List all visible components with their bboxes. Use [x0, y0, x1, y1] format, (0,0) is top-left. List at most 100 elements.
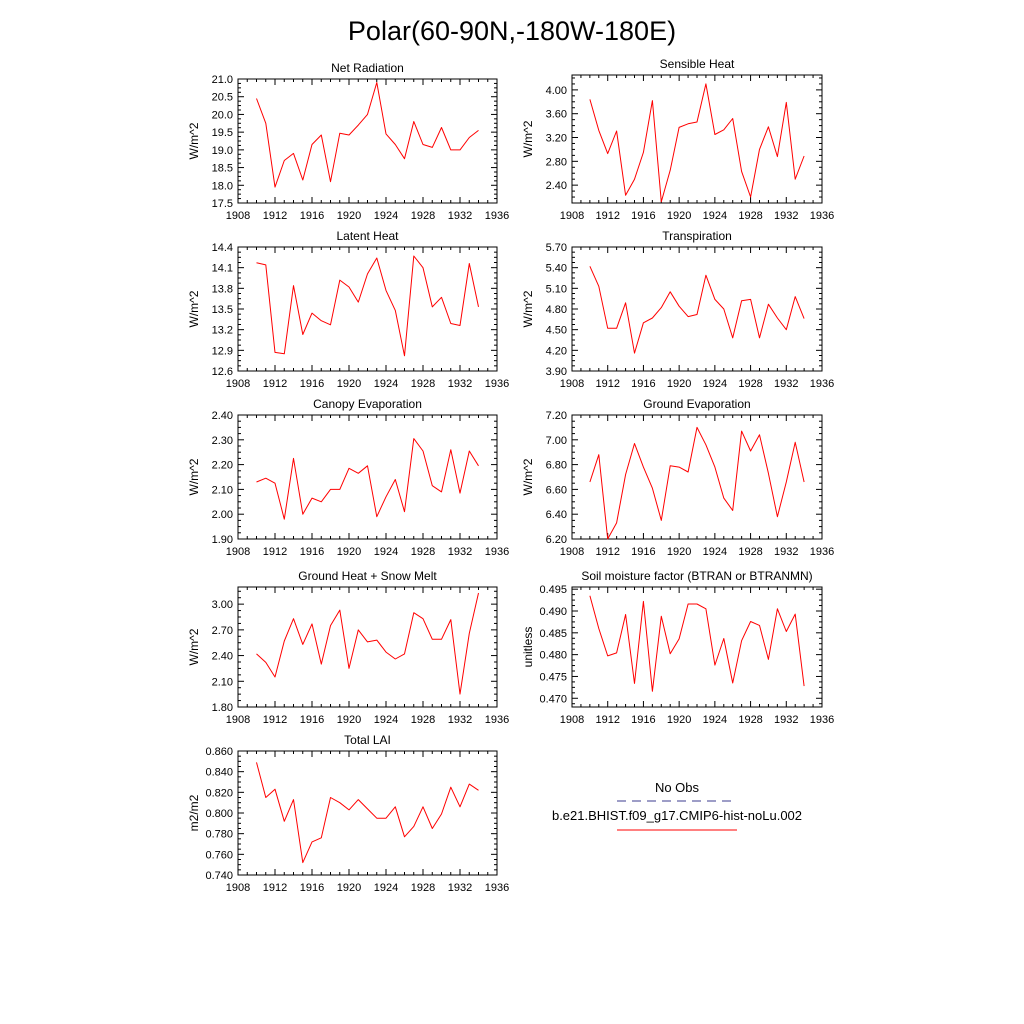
x-tick-label: 1920	[337, 546, 361, 558]
y-tick-label: 4.00	[546, 85, 567, 97]
x-tick-label: 1936	[810, 378, 834, 390]
x-tick-label: 1916	[300, 882, 324, 894]
y-tick-label: 2.70	[212, 625, 233, 637]
y-tick-label: 12.6	[212, 366, 233, 378]
plot-frame	[571, 246, 823, 372]
panel-title: Sensible Heat	[660, 57, 735, 71]
y-tick-label: 19.5	[212, 127, 233, 139]
figure-title: Polar(60-90N,-180W-180E)	[348, 16, 676, 46]
x-tick-label: 1924	[374, 378, 398, 390]
y-tick-label: 3.90	[546, 366, 567, 378]
y-axis-label: m2/m2	[187, 794, 201, 831]
x-tick-label: 1924	[374, 546, 398, 558]
y-tick-label: 5.70	[546, 242, 567, 254]
y-tick-label: 1.80	[212, 702, 233, 714]
x-tick-label: 1936	[485, 210, 509, 222]
x-tick-label: 1928	[738, 714, 762, 726]
x-tick-label: 1908	[560, 378, 584, 390]
panel-total-lai: Total LAI m2/m2 1908 1912 1916 1920 1924 1928 19…	[187, 733, 509, 894]
panel-ground-evaporation: Ground Evaporation W/m^2 1908 1912 1916 1920 1…	[521, 397, 834, 558]
y-tick-label: 7.20	[546, 410, 567, 422]
series-line	[256, 592, 479, 695]
y-axis-label: unitless	[521, 627, 535, 668]
series-line	[589, 426, 805, 540]
x-tick-label: 1928	[411, 210, 435, 222]
x-tick-label: 1920	[337, 714, 361, 726]
x-tick-label: 1916	[300, 378, 324, 390]
y-tick-label: 14.1	[212, 263, 233, 275]
x-tick-label: 1912	[263, 378, 287, 390]
x-tick-label: 1912	[263, 882, 287, 894]
y-tick-label: 2.80	[546, 156, 567, 168]
y-axis-label: W/m^2	[521, 290, 535, 327]
y-tick-label: 7.00	[546, 435, 567, 447]
y-axis-label: W/m^2	[521, 458, 535, 495]
x-tick-label: 1928	[411, 714, 435, 726]
y-tick-label: 18.0	[212, 180, 233, 192]
panel-title: Transpiration	[662, 229, 732, 243]
x-tick-label: 1936	[485, 378, 509, 390]
x-tick-label: 1928	[411, 546, 435, 558]
x-tick-label: 1920	[667, 210, 691, 222]
x-tick-label: 1928	[738, 210, 762, 222]
x-tick-label: 1908	[226, 714, 250, 726]
x-tick-label: 1920	[667, 546, 691, 558]
y-axis-label: W/m^2	[187, 628, 201, 665]
x-tick-label: 1936	[810, 210, 834, 222]
y-tick-label: 2.10	[212, 676, 233, 688]
panel-title: Canopy Evaporation	[313, 397, 422, 411]
y-tick-label: 2.40	[212, 410, 233, 422]
y-tick-label: 2.20	[212, 460, 233, 472]
y-tick-label: 3.60	[546, 109, 567, 121]
x-tick-label: 1932	[448, 882, 472, 894]
legend: No Obs b.e21.BHIST.f09_g17.CMIP6-hist-no…	[552, 780, 802, 831]
y-tick-label: 4.20	[546, 345, 567, 357]
y-tick-label: 0.780	[205, 829, 233, 841]
plot-frame	[237, 586, 498, 708]
panel-sensible-heat: Sensible Heat W/m^2 1908 1912 1916 1920 1924 19…	[521, 57, 834, 222]
y-tick-label: 2.40	[546, 180, 567, 192]
x-tick-label: 1924	[374, 714, 398, 726]
series-line	[256, 255, 479, 357]
y-tick-label: 0.800	[205, 808, 233, 820]
plot-frame	[237, 750, 498, 876]
x-tick-label: 1924	[703, 210, 727, 222]
y-tick-label: 5.10	[546, 283, 567, 295]
x-tick-label: 1924	[374, 210, 398, 222]
x-tick-label: 1920	[337, 882, 361, 894]
y-tick-label: 2.10	[212, 484, 233, 496]
series-line	[256, 438, 479, 520]
y-tick-label: 12.9	[212, 345, 233, 357]
x-tick-label: 1928	[738, 546, 762, 558]
plot-frame	[571, 586, 823, 708]
x-tick-label: 1916	[300, 210, 324, 222]
y-tick-label: 0.820	[205, 787, 233, 799]
y-axis-label: W/m^2	[187, 458, 201, 495]
y-tick-label: 0.490	[539, 606, 567, 618]
x-tick-label: 1908	[226, 882, 250, 894]
y-tick-label: 0.485	[539, 628, 567, 640]
x-tick-label: 1908	[560, 210, 584, 222]
panel-title: Ground Evaporation	[643, 397, 750, 411]
series-line	[256, 762, 479, 864]
y-axis-label: W/m^2	[521, 120, 535, 157]
y-tick-label: 6.20	[546, 534, 567, 546]
plot-frame	[571, 74, 823, 204]
x-tick-label: 1936	[485, 546, 509, 558]
y-tick-label: 14.4	[212, 242, 233, 254]
panel-soil-moisture-factor-btran-or-btranmn: Soil moisture factor (BTRAN or BTRANMN) u…	[521, 569, 834, 726]
x-tick-label: 1916	[631, 378, 655, 390]
y-tick-label: 21.0	[212, 74, 233, 86]
panel-title: Total LAI	[344, 733, 391, 747]
y-tick-label: 0.740	[205, 870, 233, 882]
plot-frame	[571, 414, 823, 540]
x-tick-label: 1936	[485, 714, 509, 726]
x-tick-label: 1920	[667, 714, 691, 726]
x-tick-label: 1916	[631, 546, 655, 558]
x-tick-label: 1936	[485, 882, 509, 894]
plot-frame	[237, 414, 498, 540]
series-line	[256, 82, 479, 188]
x-tick-label: 1932	[774, 210, 798, 222]
y-tick-label: 5.40	[546, 263, 567, 275]
x-tick-label: 1924	[703, 714, 727, 726]
